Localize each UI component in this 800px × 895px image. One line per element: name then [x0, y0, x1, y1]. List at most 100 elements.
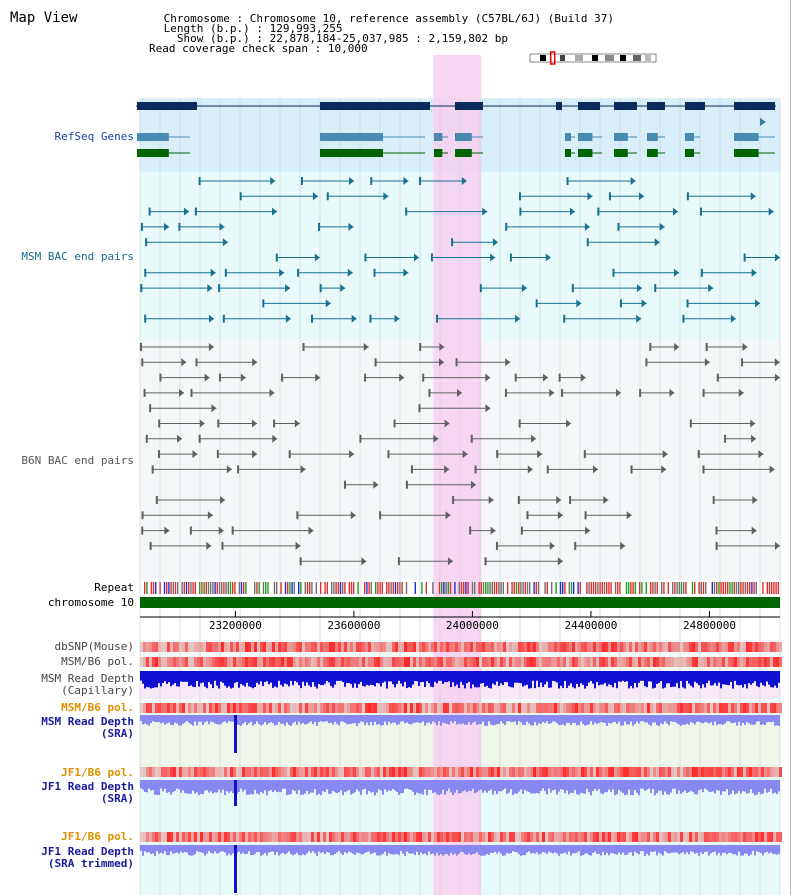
- heat-cell: [167, 703, 170, 713]
- bac-end: [612, 268, 615, 277]
- repeat-mark: [546, 582, 548, 594]
- track-label-repeat[interactable]: Repeat: [94, 582, 134, 594]
- track-label-dbsnp[interactable]: dbSNP(Mouse): [55, 641, 134, 653]
- heat-cell: [764, 703, 767, 713]
- depth-bar: [480, 715, 482, 725]
- depth-bar: [598, 780, 600, 789]
- track-label-jf1-b6-pol-2[interactable]: JF1/B6 pol.: [61, 831, 134, 843]
- depth-bar: [704, 715, 706, 723]
- depth-bar: [272, 715, 274, 724]
- depth-bar: [428, 845, 430, 852]
- depth-bar: [406, 671, 408, 689]
- heat-cell: [653, 767, 656, 777]
- depth-bar: [294, 780, 296, 791]
- heat-cell: [626, 767, 629, 777]
- depth-bar: [508, 845, 510, 854]
- heat-cell: [710, 642, 713, 652]
- track-label-msm-b6-pol-sra[interactable]: MSM/B6 pol.: [61, 702, 134, 714]
- repeat-mark: [577, 582, 579, 594]
- track-label-jf1-depth-trim[interactable]: JF1 Read Depth (SRA trimmed): [41, 846, 134, 870]
- heat-cell: [323, 703, 326, 713]
- bac-end: [700, 268, 703, 277]
- repeat-mark: [350, 582, 353, 594]
- depth-bar: [204, 780, 206, 791]
- heat-cell: [677, 642, 680, 652]
- depth-bar: [552, 780, 554, 791]
- depth-bar: [772, 845, 774, 854]
- bac-end-arrow: [769, 465, 775, 474]
- depth-bar: [592, 671, 594, 684]
- heat-cell: [239, 703, 242, 713]
- track-label-msm-bac[interactable]: MSM BAC end pairs: [21, 251, 134, 263]
- depth-bar: [440, 671, 442, 681]
- bac-end: [715, 526, 718, 535]
- depth-bar: [274, 671, 276, 687]
- heat-cell: [437, 832, 440, 842]
- heat-cell: [401, 832, 404, 842]
- heat-cell: [368, 703, 371, 713]
- depth-bar: [498, 671, 500, 686]
- heat-cell: [311, 832, 314, 842]
- heat-cell: [158, 657, 161, 667]
- heat-cell: [149, 642, 152, 652]
- bac-end-arrow: [314, 253, 320, 262]
- depth-bar: [428, 671, 430, 684]
- heat-cell: [182, 657, 185, 667]
- heat-cell: [245, 832, 248, 842]
- heat-cell: [434, 703, 437, 713]
- heat-cell: [512, 703, 515, 713]
- depth-bar: [230, 780, 232, 792]
- depth-bar: [486, 780, 488, 793]
- depth-bar: [512, 780, 514, 795]
- depth-bar: [686, 780, 688, 793]
- depth-bar: [574, 671, 576, 689]
- heat-cell: [362, 642, 365, 652]
- depth-bar: [570, 671, 572, 684]
- depth-bar: [616, 671, 618, 689]
- heat-cell: [479, 657, 482, 667]
- heat-cell: [368, 767, 371, 777]
- depth-bar: [532, 715, 534, 726]
- track-label-msm-depth-sra[interactable]: MSM Read Depth (SRA): [41, 716, 134, 740]
- track-label-msm-depth-cap[interactable]: MSM Read Depth (Capillary): [41, 673, 134, 697]
- bac-end: [686, 192, 689, 201]
- bac-end: [405, 207, 408, 216]
- depth-bar: [192, 845, 194, 856]
- heat-cell: [485, 703, 488, 713]
- depth-bar: [184, 780, 186, 794]
- bac-end-arrow: [557, 511, 563, 520]
- track-label-text: JF1 Read Depth: [41, 780, 134, 793]
- heat-cell: [497, 832, 500, 842]
- repeat-mark: [421, 582, 423, 594]
- track-label-jf1-depth-sra[interactable]: JF1 Read Depth (SRA): [41, 781, 134, 805]
- heat-cell: [770, 642, 773, 652]
- heat-cell: [491, 703, 494, 713]
- depth-bar: [346, 671, 348, 684]
- track-label-refseq[interactable]: RefSeq Genes: [55, 131, 134, 143]
- depth-bar: [516, 780, 518, 794]
- depth-bar: [350, 845, 352, 853]
- depth-bar: [628, 845, 630, 853]
- heat-cell: [620, 657, 623, 667]
- bac-end-arrow: [325, 299, 331, 308]
- depth-bar: [730, 715, 732, 723]
- track-label-chr[interactable]: chromosome 10: [48, 597, 134, 609]
- heat-cell: [467, 703, 470, 713]
- heat-cell: [383, 642, 386, 652]
- heat-cell: [563, 832, 566, 842]
- track-label-jf1-b6-pol[interactable]: JF1/B6 pol.: [61, 767, 134, 779]
- depth-bar: [354, 671, 356, 684]
- depth-bar: [494, 715, 496, 726]
- track-label-b6n-bac[interactable]: B6N BAC end pairs: [21, 455, 134, 467]
- track-label-msm-b6-pol[interactable]: MSM/B6 pol.: [61, 656, 134, 668]
- heat-cell: [578, 657, 581, 667]
- repeat-mark: [544, 582, 546, 594]
- repeat-mark: [652, 582, 654, 594]
- heat-cell: [170, 767, 173, 777]
- heat-cell: [596, 767, 599, 777]
- depth-bar: [744, 715, 746, 725]
- depth-bar: [170, 715, 172, 725]
- depth-bar: [404, 780, 406, 789]
- heat-cell: [413, 657, 416, 667]
